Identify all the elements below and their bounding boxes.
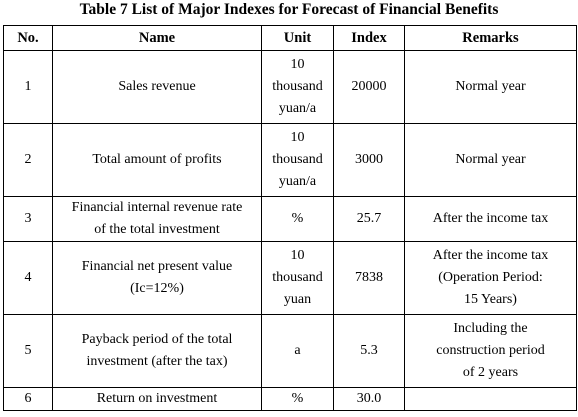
table-title: Table 7 List of Major Indexes for Foreca… (79, 1, 499, 18)
cell-name-line: investment (after the tax) (86, 354, 228, 369)
table-row: 4 Financial net present value (Ic=12%) 10 th… (3, 241, 577, 315)
cell-name-line: Financial internal revenue rate (71, 200, 243, 215)
cell-unit-line: 10 (290, 130, 305, 145)
cell-name: Financial internal revenue rate of the to… (52, 196, 262, 242)
cell-remarks: After the income tax (404, 196, 577, 242)
header-name: Name (52, 25, 262, 51)
cell-name-line: (Ic=12%) (130, 281, 184, 296)
cell-remarks-line: construction period (436, 343, 545, 358)
cell-unit: 10 thousand yuan/a (261, 50, 334, 124)
cell-unit-line: yuan (283, 292, 312, 307)
header-no: No. (3, 25, 53, 51)
cell-unit: % (261, 387, 334, 411)
cell-remarks: After the income tax (Operation Period: 15… (404, 241, 577, 315)
cell-remarks-line: 15 Years) (464, 292, 517, 307)
cell-unit: 10 thousand yuan (261, 241, 334, 315)
table-body: 1 Sales revenue 10 thousand yuan/a 20000 Norma… (3, 50, 577, 411)
cell-unit: 10 thousand yuan/a (261, 123, 334, 197)
header-index: Index (333, 25, 405, 51)
cell-no: 6 (3, 387, 53, 411)
cell-remarks-line: (Operation Period: (438, 270, 543, 285)
table-row: 3 Financial internal revenue rate of the t… (3, 196, 577, 242)
cell-index: 20000 (333, 50, 405, 124)
cell-unit-line: % (291, 391, 304, 406)
cell-name: Total amount of profits (52, 123, 262, 197)
cell-unit-line: yuan/a (278, 101, 317, 116)
cell-no: 5 (3, 314, 53, 388)
cell-name: Financial net present value (Ic=12%) (52, 241, 262, 315)
cell-remarks-line: After the income tax (432, 211, 549, 226)
cell-unit-line: thousand (272, 152, 323, 167)
cell-unit: % (261, 196, 334, 242)
cell-unit-line: thousand (272, 79, 323, 94)
cell-unit-line: thousand (272, 270, 323, 285)
cell-remarks-line: Normal year (455, 79, 526, 94)
cell-remarks-line: of 2 years (462, 365, 519, 380)
header-unit: Unit (261, 25, 334, 51)
cell-no: 4 (3, 241, 53, 315)
cell-index: 25.7 (333, 196, 405, 242)
cell-name: Payback period of the total investment (a… (52, 314, 262, 388)
table-row: 6 Return on investment% 30.0 (3, 387, 577, 411)
cell-index: 30.0 (333, 387, 405, 411)
table-row: 5 Payback period of the total investment (… (3, 314, 577, 388)
financial-indexes-table: No. Name Unit Index Remarks 1 Sales reven… (3, 25, 577, 411)
cell-unit-line: 10 (290, 57, 305, 72)
cell-unit-line: a (294, 343, 301, 358)
cell-name-line: Sales revenue (118, 79, 196, 94)
cell-unit-line: % (291, 211, 304, 226)
cell-remarks-line: Normal year (455, 152, 526, 167)
cell-unit-line: yuan/a (278, 174, 317, 189)
cell-index: 7838 (333, 241, 405, 315)
cell-name: Sales revenue (52, 50, 262, 124)
cell-name: Return on investment (52, 387, 262, 411)
table-row: 2 Total amount of profits 10 thousand yuan/a… (3, 123, 577, 197)
cell-index: 5.3 (333, 314, 405, 388)
cell-remarks: Including the construction period of 2 yea… (404, 314, 577, 388)
cell-unit-line: 10 (290, 248, 305, 263)
cell-remarks: Normal year (404, 50, 577, 124)
cell-no: 3 (3, 196, 53, 242)
cell-no: 1 (3, 50, 53, 124)
cell-name-line: Return on investment (96, 391, 218, 406)
cell-remarks (404, 387, 577, 411)
table-row: 1 Sales revenue 10 thousand yuan/a 20000 Norma… (3, 50, 577, 124)
cell-remarks: Normal year (404, 123, 577, 197)
cell-name-line: Financial net present value (81, 259, 233, 274)
table-header-row: No. Name Unit Index Remarks (3, 25, 577, 51)
cell-index: 3000 (333, 123, 405, 197)
cell-remarks-line: After the income tax (432, 248, 549, 263)
cell-name-line: Payback period of the total (81, 332, 233, 347)
cell-no: 2 (3, 123, 53, 197)
cell-name-line: Total amount of profits (92, 152, 222, 167)
cell-remarks-line: Including the (453, 321, 528, 336)
cell-name-line: of the total investment (94, 222, 220, 237)
header-remarks: Remarks (404, 25, 577, 51)
cell-unit: a (261, 314, 334, 388)
